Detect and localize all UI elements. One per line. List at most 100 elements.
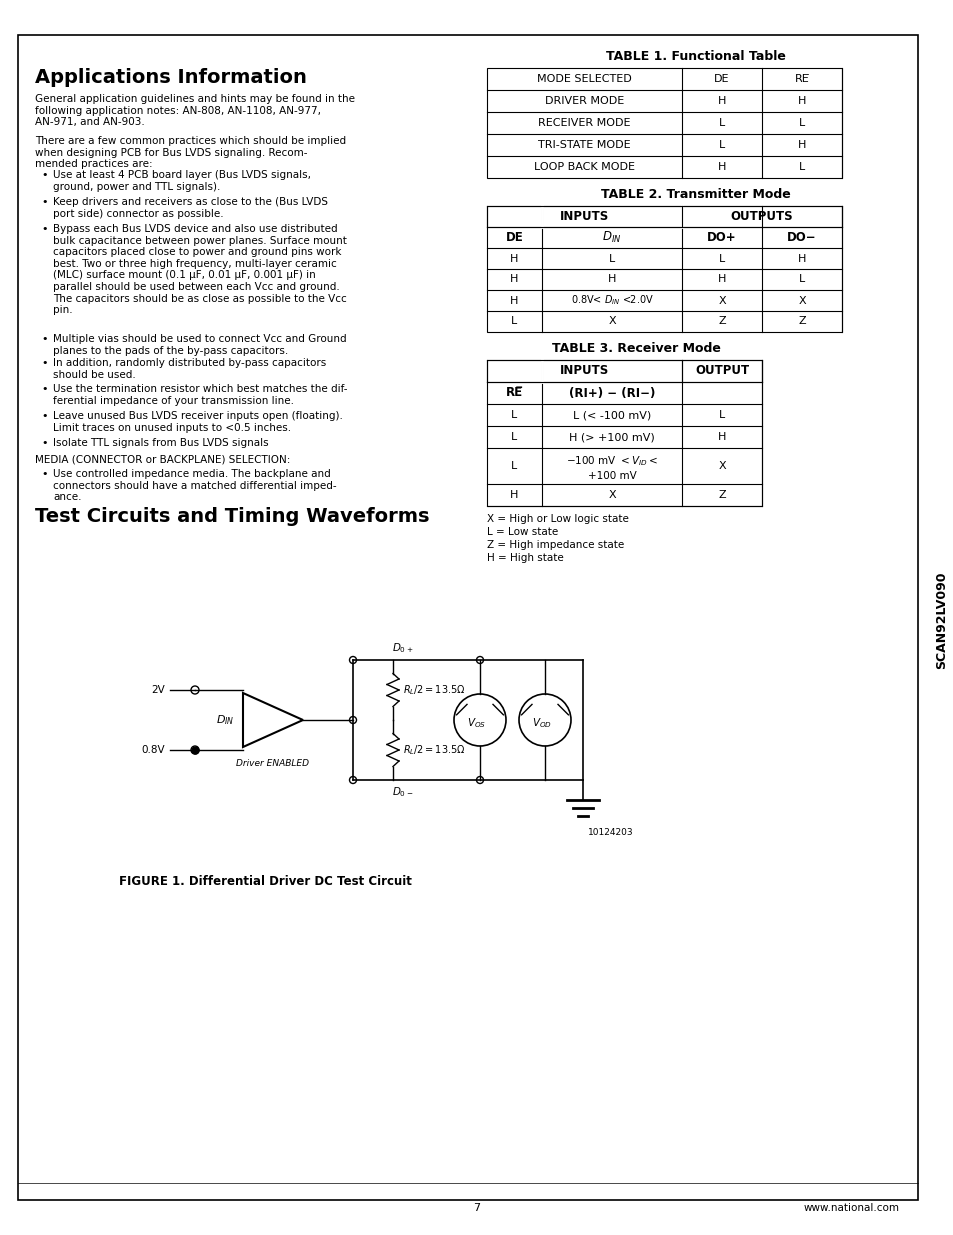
- Text: L (< -100 mV): L (< -100 mV): [572, 410, 651, 420]
- Text: •: •: [41, 358, 48, 368]
- Text: DO−: DO−: [786, 231, 816, 245]
- Text: L: L: [719, 253, 724, 263]
- Text: RE̅: RE̅: [794, 74, 808, 84]
- Text: RECEIVER MODE: RECEIVER MODE: [537, 119, 630, 128]
- Text: OUTPUTS: OUTPUTS: [730, 210, 793, 224]
- Text: Z = High impedance state: Z = High impedance state: [486, 540, 623, 550]
- Text: DRIVER MODE: DRIVER MODE: [544, 96, 623, 106]
- Text: 7: 7: [473, 1203, 480, 1213]
- Text: L: L: [608, 253, 615, 263]
- Text: $D_{IN}$: $D_{IN}$: [601, 230, 621, 245]
- Text: •: •: [41, 198, 48, 207]
- Text: Bypass each Bus LVDS device and also use distributed
bulk capacitance between po: Bypass each Bus LVDS device and also use…: [53, 224, 347, 315]
- Text: H: H: [717, 162, 725, 172]
- Text: MEDIA (CONNECTOR or BACKPLANE) SELECTION:: MEDIA (CONNECTOR or BACKPLANE) SELECTION…: [35, 454, 290, 466]
- Text: H = High state: H = High state: [486, 553, 563, 563]
- Text: X: X: [608, 316, 616, 326]
- Text: $D_{0+}$: $D_{0+}$: [392, 641, 414, 655]
- Text: Z: Z: [718, 490, 725, 500]
- Text: H: H: [797, 140, 805, 149]
- Text: H: H: [717, 432, 725, 442]
- Text: $R_L/2 = 13.5\Omega$: $R_L/2 = 13.5\Omega$: [402, 743, 465, 757]
- Text: RE̅: RE̅: [505, 387, 522, 399]
- Text: X = High or Low logic state: X = High or Low logic state: [486, 514, 628, 524]
- Text: $V_{OS}$: $V_{OS}$: [467, 716, 486, 730]
- Text: 2V: 2V: [152, 685, 165, 695]
- Text: $R_L/2 = 13.5\Omega$: $R_L/2 = 13.5\Omega$: [402, 683, 465, 697]
- Polygon shape: [243, 693, 303, 747]
- Text: Use controlled impedance media. The backplane and
connectors should have a match: Use controlled impedance media. The back…: [53, 469, 336, 503]
- Text: Keep drivers and receivers as close to the (Bus LVDS
port side) connector as pos: Keep drivers and receivers as close to t…: [53, 198, 328, 219]
- Text: •: •: [41, 411, 48, 421]
- Text: DE: DE: [505, 231, 523, 245]
- Bar: [486, 206, 841, 332]
- Text: L: L: [798, 162, 804, 172]
- Text: L = Low state: L = Low state: [486, 527, 558, 537]
- Text: Z: Z: [798, 316, 805, 326]
- Text: Z: Z: [718, 316, 725, 326]
- Text: L: L: [511, 461, 517, 471]
- Text: There are a few common practices which should be implied
when designing PCB for : There are a few common practices which s…: [35, 136, 346, 169]
- Text: H: H: [510, 295, 518, 305]
- Text: H: H: [510, 274, 518, 284]
- Text: Multiple vias should be used to connect Vᴄᴄ and Ground
planes to the pads of the: Multiple vias should be used to connect …: [53, 333, 346, 356]
- Text: H: H: [607, 274, 616, 284]
- Text: H: H: [797, 96, 805, 106]
- Bar: [486, 68, 841, 178]
- Text: L: L: [511, 316, 517, 326]
- Text: General application guidelines and hints may be found in the
following applicati: General application guidelines and hints…: [35, 94, 355, 127]
- Text: X: X: [718, 461, 725, 471]
- Text: Use at least 4 PCB board layer (Bus LVDS signals,
ground, power and TTL signals): Use at least 4 PCB board layer (Bus LVDS…: [53, 170, 311, 191]
- Text: $-$100 mV $< V_{ID} <$: $-$100 mV $< V_{ID} <$: [565, 454, 658, 468]
- Text: Applications Information: Applications Information: [35, 68, 307, 86]
- Text: $V_{OD}$: $V_{OD}$: [532, 716, 552, 730]
- Text: •: •: [41, 170, 48, 180]
- Text: L: L: [719, 119, 724, 128]
- Text: TABLE 1. Functional Table: TABLE 1. Functional Table: [605, 49, 785, 63]
- Text: www.national.com: www.national.com: [803, 1203, 899, 1213]
- Text: TABLE 2. Transmitter Mode: TABLE 2. Transmitter Mode: [600, 188, 790, 201]
- Text: •: •: [41, 469, 48, 479]
- Text: 10124203: 10124203: [587, 827, 633, 837]
- Text: L: L: [511, 410, 517, 420]
- Text: Driver ENABLED: Driver ENABLED: [236, 760, 309, 768]
- Text: H: H: [510, 490, 518, 500]
- Text: H: H: [510, 253, 518, 263]
- Text: 0.8V: 0.8V: [141, 745, 165, 755]
- Text: H: H: [717, 274, 725, 284]
- Text: X: X: [608, 490, 616, 500]
- Text: X: X: [718, 295, 725, 305]
- Text: •: •: [41, 224, 48, 233]
- Text: OUTPUT: OUTPUT: [694, 364, 748, 378]
- Text: (RI+) − (RI−): (RI+) − (RI−): [568, 387, 655, 399]
- Text: Leave unused Bus LVDS receiver inputs open (floating).
Limit traces on unused in: Leave unused Bus LVDS receiver inputs op…: [53, 411, 342, 432]
- Text: DE: DE: [714, 74, 729, 84]
- Text: INPUTS: INPUTS: [559, 364, 608, 378]
- Text: •: •: [41, 438, 48, 448]
- Text: X: X: [798, 295, 805, 305]
- Text: H: H: [797, 253, 805, 263]
- Text: $D_{IN}$: $D_{IN}$: [215, 713, 234, 727]
- Text: L: L: [798, 119, 804, 128]
- Text: •: •: [41, 333, 48, 345]
- Text: In addition, randomly distributed by-pass capacitors
should be used.: In addition, randomly distributed by-pas…: [53, 358, 326, 379]
- Text: +100 mV: +100 mV: [587, 471, 636, 480]
- Text: $D_{0-}$: $D_{0-}$: [392, 785, 414, 799]
- Text: Use the termination resistor which best matches the dif-
ferential impedance of : Use the termination resistor which best …: [53, 384, 347, 405]
- Text: TRI-STATE MODE: TRI-STATE MODE: [537, 140, 630, 149]
- Text: FIGURE 1. Differential Driver DC Test Circuit: FIGURE 1. Differential Driver DC Test Ci…: [118, 876, 411, 888]
- Bar: [486, 359, 761, 506]
- Text: DO+: DO+: [706, 231, 736, 245]
- Text: MODE SELECTED: MODE SELECTED: [537, 74, 631, 84]
- Text: L: L: [798, 274, 804, 284]
- Text: •: •: [41, 384, 48, 394]
- Text: TABLE 3. Receiver Mode: TABLE 3. Receiver Mode: [551, 342, 720, 354]
- Text: H: H: [717, 96, 725, 106]
- Text: INPUTS: INPUTS: [559, 210, 608, 224]
- Text: L: L: [719, 140, 724, 149]
- Text: Isolate TTL signals from Bus LVDS signals: Isolate TTL signals from Bus LVDS signal…: [53, 438, 269, 448]
- Text: Test Circuits and Timing Waveforms: Test Circuits and Timing Waveforms: [35, 508, 429, 526]
- Text: SCAN92LV090: SCAN92LV090: [935, 572, 947, 668]
- Text: L: L: [511, 432, 517, 442]
- Text: L: L: [719, 410, 724, 420]
